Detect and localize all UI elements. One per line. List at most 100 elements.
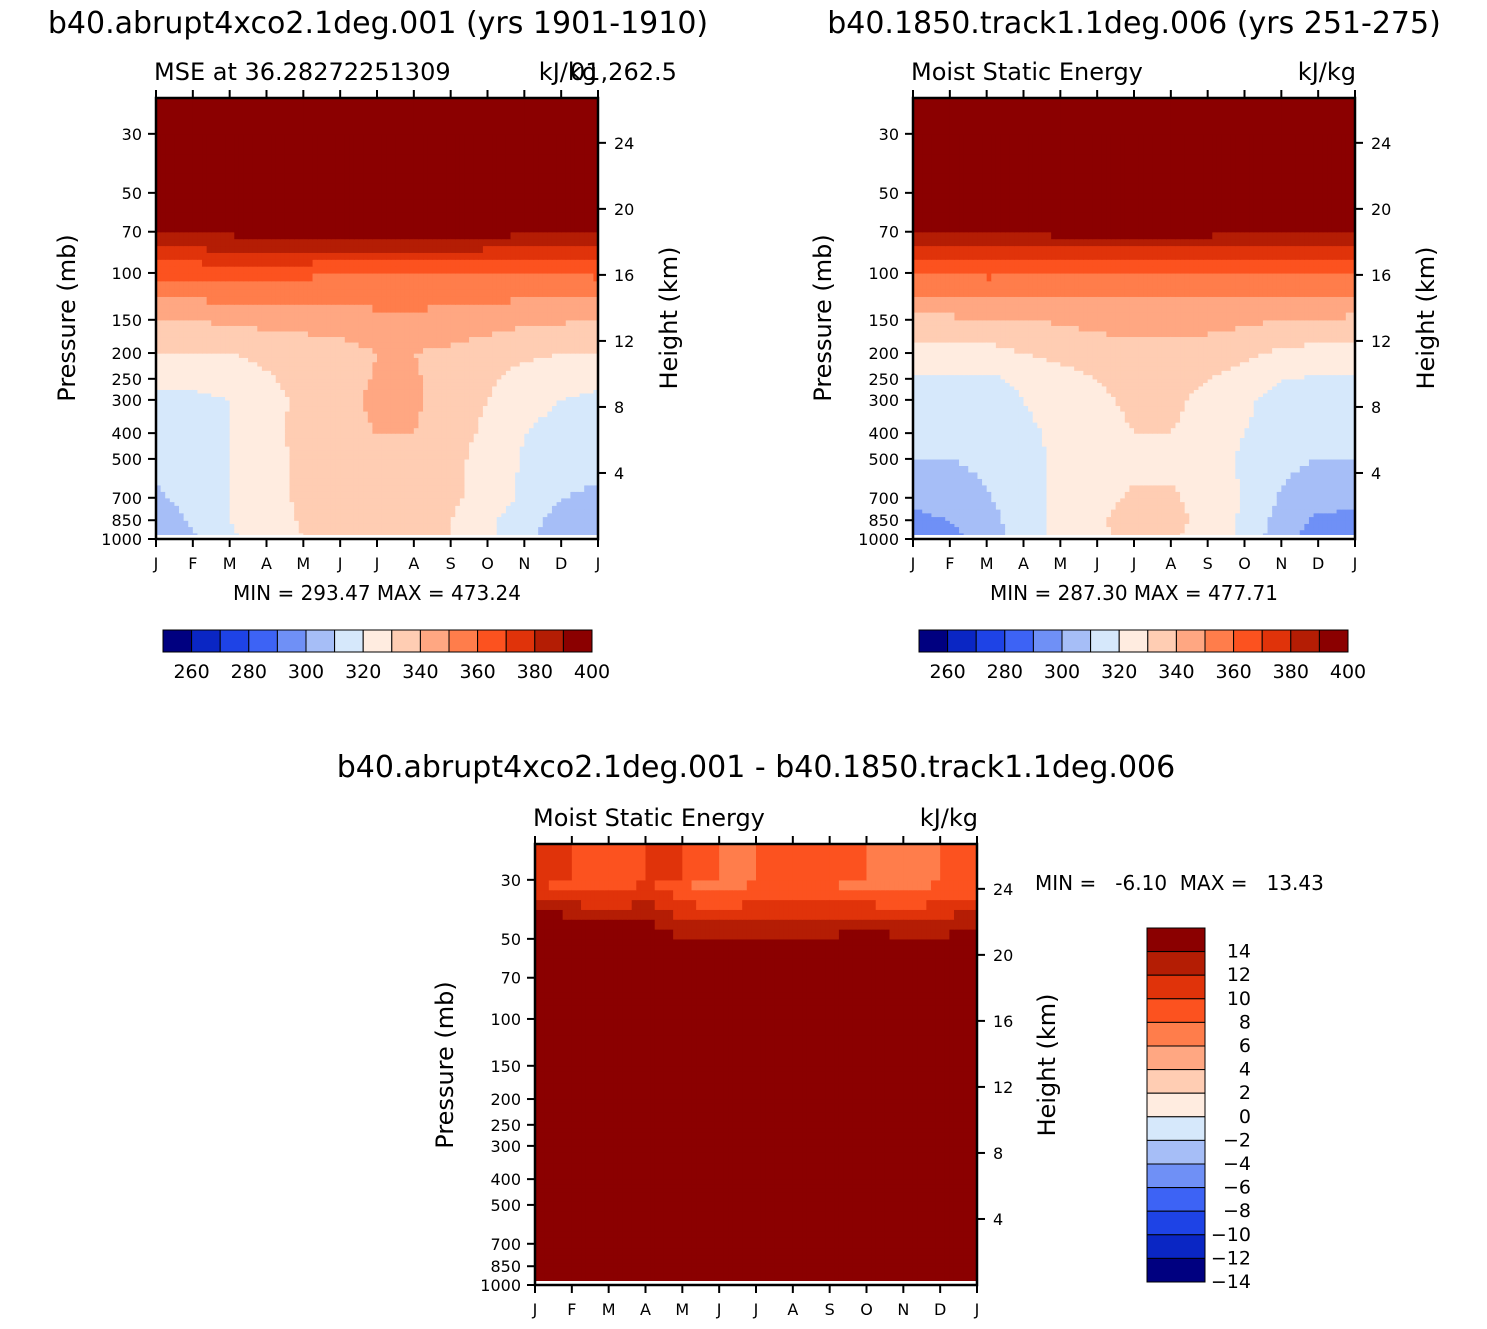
contour-cell — [464, 427, 470, 434]
contour-cell — [459, 416, 466, 423]
contour-cell — [307, 370, 314, 376]
contour-cell — [192, 450, 199, 456]
contour-cell — [404, 405, 410, 412]
contour-cell — [519, 336, 525, 343]
contour-cell — [413, 512, 420, 518]
contour-cell — [234, 491, 240, 499]
contour-cell — [469, 353, 475, 358]
contour-cell — [427, 454, 433, 460]
contour-cell — [284, 484, 291, 492]
contour-cell — [275, 382, 281, 387]
contour-cell — [482, 389, 489, 394]
contour-cell — [377, 478, 383, 486]
contour-cell — [400, 399, 406, 407]
contour-cell — [409, 410, 415, 418]
contour-cell — [492, 385, 498, 390]
contour-cell — [473, 465, 479, 473]
contour-cell — [363, 458, 369, 466]
contour-cell — [174, 497, 180, 503]
contour-cell — [174, 336, 180, 343]
contour-cell — [487, 422, 493, 429]
contour-cell — [197, 509, 203, 514]
contour-cell — [220, 427, 226, 434]
contour-cell — [413, 465, 420, 473]
contour-cell — [413, 378, 420, 383]
contour-cell — [335, 325, 341, 332]
contour-cell — [225, 288, 231, 297]
contour-cell — [340, 311, 346, 321]
contour-cell — [551, 512, 558, 518]
contour-cell — [381, 365, 387, 371]
contour-cell — [326, 422, 332, 429]
contour-cell — [446, 484, 452, 492]
contour-cell — [358, 520, 364, 524]
contour-cell — [492, 484, 498, 492]
contour-cell — [234, 336, 240, 343]
contour-cell — [515, 441, 521, 447]
contour-cell — [358, 441, 364, 447]
contour-cell — [538, 505, 544, 510]
contour-cell — [478, 478, 484, 486]
contour-cell — [570, 382, 576, 387]
contour-cell — [202, 389, 208, 394]
contour-cell — [381, 392, 387, 397]
contour-cell — [169, 454, 176, 460]
contour-cell — [289, 497, 295, 503]
contour-cell — [312, 382, 318, 387]
contour-cell — [418, 458, 424, 466]
contour-cell — [275, 478, 281, 486]
contour-cell — [510, 353, 516, 358]
contour-cell — [377, 471, 383, 479]
contour-cell — [211, 520, 217, 524]
contour-cell — [229, 396, 235, 401]
contour-cell — [266, 433, 272, 439]
contour-cell — [501, 497, 507, 503]
contour-cell — [565, 405, 571, 412]
contour-cell — [579, 399, 585, 407]
contour-cell — [321, 458, 327, 466]
contour-cell — [455, 325, 461, 332]
contour-cell — [363, 378, 369, 383]
contour-cell — [418, 347, 424, 354]
contour-cell — [266, 458, 272, 466]
contour-cell — [413, 304, 420, 313]
contour-cell — [487, 458, 493, 466]
contour-cell — [441, 311, 447, 321]
contour-cell — [206, 288, 212, 297]
contour-cell — [496, 410, 502, 418]
contour-cell — [519, 370, 525, 376]
contour-cell — [229, 465, 235, 473]
contour-cell — [206, 478, 212, 486]
contour-cell — [330, 516, 337, 521]
contour-cell — [450, 509, 456, 514]
contour-cell — [248, 520, 254, 524]
contour-cell — [169, 433, 176, 439]
contour-cell — [381, 526, 387, 531]
contour-cell — [321, 361, 327, 367]
contour-cell — [409, 491, 415, 499]
contour-cell — [492, 396, 498, 401]
contour-cell — [321, 378, 327, 383]
contour-cell — [459, 347, 466, 354]
contour-cell — [183, 433, 189, 439]
contour-cell — [197, 357, 203, 363]
contour-cell — [423, 378, 429, 383]
contour-cell — [441, 378, 447, 383]
contour-cell — [344, 509, 350, 514]
contour-cell — [533, 529, 539, 534]
contour-cell — [501, 399, 507, 407]
contour-cell — [183, 446, 189, 451]
contour-cell — [197, 361, 203, 367]
contour-cell — [252, 478, 258, 486]
contour-cell — [455, 385, 461, 390]
contour-cell — [409, 441, 415, 447]
contour-cell — [574, 520, 581, 524]
contour-cell — [533, 532, 539, 537]
contour-cell — [312, 336, 318, 343]
contour-cell — [294, 347, 300, 354]
contour-cell — [363, 422, 369, 429]
contour-cell — [202, 458, 208, 466]
contour-cell — [252, 454, 258, 460]
contour-cell — [565, 341, 571, 349]
contour-cell — [551, 427, 558, 434]
